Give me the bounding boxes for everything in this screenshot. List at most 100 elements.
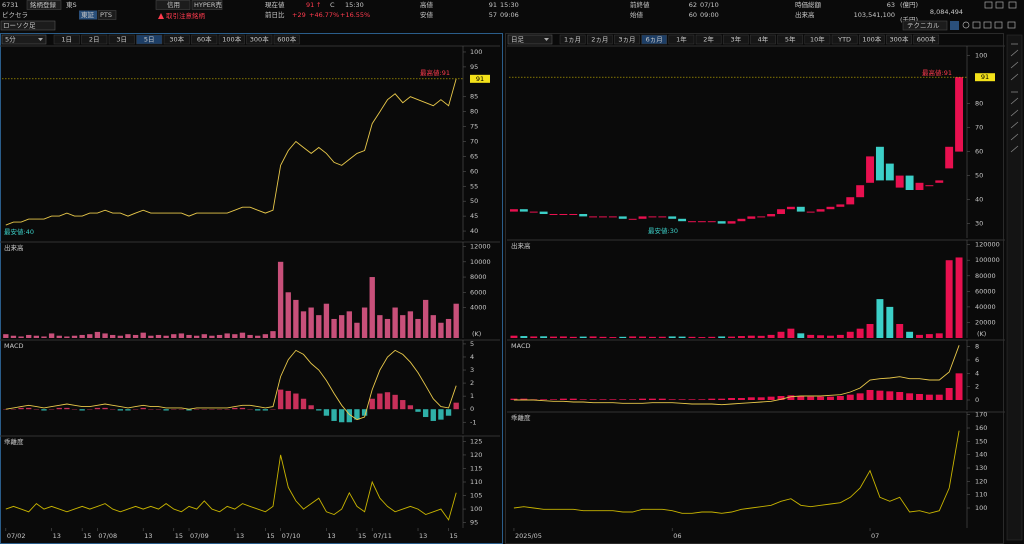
tab[interactable] (79, 10, 97, 20)
x-tick-label: 13 (53, 532, 61, 540)
period-button[interactable] (777, 34, 804, 45)
period-label[interactable]: 30本 (169, 35, 184, 44)
period[interactable]: 5分 (5, 35, 16, 44)
register[interactable]: 銘柄登録 (30, 0, 57, 9)
panel-title: MACD (511, 342, 530, 350)
period-button[interactable] (804, 34, 831, 45)
period-button[interactable] (722, 34, 749, 45)
period-button[interactable] (695, 34, 722, 45)
candle (599, 216, 607, 218)
tab[interactable] (97, 10, 117, 20)
bar (239, 407, 246, 410)
period-button[interactable] (614, 34, 640, 45)
period-button[interactable] (273, 34, 300, 45)
period-label[interactable]: 3日 (116, 36, 127, 44)
bar (18, 336, 24, 338)
period-label[interactable]: 2年 (703, 35, 714, 44)
badge: HYPER売 (194, 0, 222, 9)
bar (639, 398, 646, 400)
period-button[interactable] (53, 34, 80, 45)
period-label[interactable]: 5日 (144, 36, 155, 44)
period-label[interactable]: 2日 (89, 36, 100, 44)
period-button[interactable] (886, 34, 912, 45)
bar (896, 324, 904, 338)
candle (678, 218, 687, 222)
bar (48, 333, 55, 338)
period-label[interactable]: 10年 (810, 35, 825, 44)
dropdown[interactable] (507, 34, 553, 45)
period-label[interactable]: 3年 (730, 35, 741, 44)
tab[interactable]: PTS (100, 11, 112, 19)
period[interactable]: 日足 (511, 36, 525, 44)
bar (262, 409, 269, 411)
period-button[interactable] (641, 34, 668, 45)
period-label[interactable]: 300本 (890, 35, 909, 44)
technical[interactable]: テクニカル (907, 22, 940, 30)
period-label[interactable]: 600本 (917, 35, 936, 44)
period-button[interactable] (218, 34, 245, 45)
bar (619, 336, 627, 338)
dropdown[interactable] (0, 20, 56, 31)
bar (777, 396, 785, 400)
value: 62 (689, 1, 697, 9)
period-button[interactable] (750, 34, 776, 45)
register-button[interactable] (26, 0, 62, 10)
bar (945, 260, 953, 338)
bar (629, 399, 637, 400)
bar (728, 336, 736, 338)
bar (569, 398, 577, 400)
period-label[interactable]: 1ヵ月 (564, 36, 581, 44)
bar (906, 331, 914, 338)
period-label[interactable]: 5年 (785, 35, 796, 44)
chart-style[interactable]: ローソク足 (3, 22, 36, 30)
period-button[interactable] (108, 34, 135, 45)
panel-title: MACD (4, 342, 23, 350)
period-button[interactable] (191, 34, 218, 45)
candle (905, 175, 914, 190)
candle (539, 211, 548, 214)
period-label[interactable]: 100本 (222, 35, 241, 44)
period-label[interactable]: YTD (837, 36, 851, 44)
candle (846, 197, 855, 205)
bar (140, 332, 146, 338)
period-label[interactable]: 6ヵ月 (646, 36, 663, 44)
x-tick-label: 13 (419, 532, 427, 540)
bar (698, 337, 706, 338)
period-button[interactable] (586, 34, 613, 45)
period-label[interactable]: 2ヵ月 (591, 36, 608, 44)
period-button[interactable] (559, 34, 586, 45)
bar (817, 335, 825, 338)
y-tick-label: 0 (470, 405, 474, 413)
y-tick-label: 100 (975, 504, 987, 512)
value: 60 (689, 11, 697, 19)
tab[interactable]: 東証 (81, 10, 95, 19)
period-label[interactable]: 4年 (758, 35, 769, 44)
technical-button[interactable] (902, 20, 948, 31)
period-label[interactable]: 300本 (250, 35, 269, 44)
period-button[interactable] (858, 34, 885, 45)
period-button[interactable] (913, 34, 940, 45)
period-label[interactable]: 3ヵ月 (618, 36, 635, 44)
period-label[interactable]: 1年 (676, 35, 687, 44)
dropdown[interactable] (1, 34, 47, 45)
period-button[interactable] (163, 34, 190, 45)
period-label[interactable]: 600本 (277, 35, 296, 44)
period-button[interactable] (831, 34, 858, 45)
bar (916, 334, 923, 338)
period-button[interactable] (668, 34, 695, 45)
bar (110, 334, 116, 338)
candle (529, 211, 538, 213)
bar (453, 303, 459, 338)
bar (132, 334, 139, 338)
badge (155, 0, 191, 10)
period-button[interactable] (246, 34, 273, 45)
bar (658, 398, 666, 400)
flag: C (330, 1, 335, 9)
period-label[interactable]: 1日 (61, 36, 72, 44)
period-button[interactable] (136, 34, 163, 45)
bar (579, 336, 587, 338)
period-label[interactable]: 60本 (197, 35, 212, 44)
period-label[interactable]: 100本 (862, 35, 881, 44)
period-button[interactable] (81, 34, 108, 45)
